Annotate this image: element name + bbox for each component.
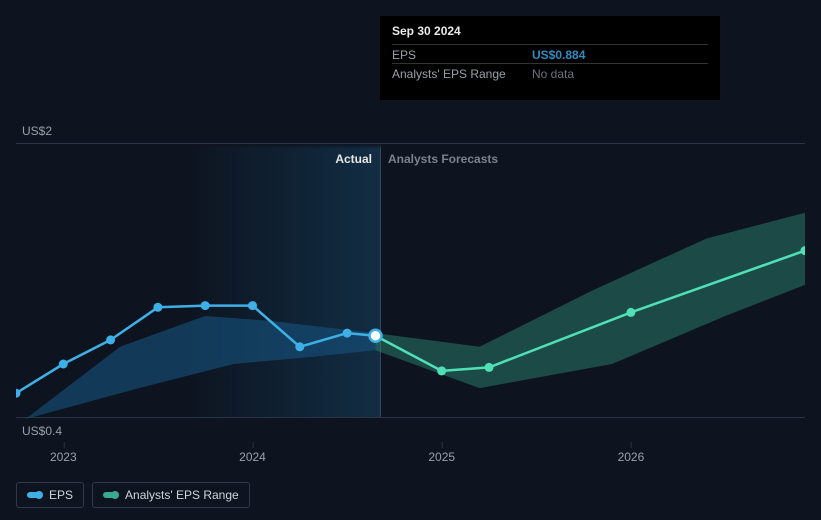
plot-area[interactable]: Actual Analysts Forecasts bbox=[16, 143, 805, 418]
x-tick: 2026 bbox=[618, 442, 645, 464]
legend: EPS Analysts' EPS Range bbox=[16, 482, 250, 508]
legend-swatch-icon bbox=[103, 492, 117, 498]
tooltip-row: EPSUS$0.884 bbox=[392, 44, 708, 63]
tooltip-value: No data bbox=[532, 67, 574, 81]
legend-swatch-icon bbox=[27, 492, 41, 498]
chart-tooltip: Sep 30 2024 EPSUS$0.884Analysts' EPS Ran… bbox=[380, 16, 720, 100]
tooltip-key: EPS bbox=[392, 48, 532, 62]
x-tick: 2025 bbox=[428, 442, 455, 464]
tooltip-value: US$0.884 bbox=[532, 48, 585, 62]
tooltip-row: Analysts' EPS RangeNo data bbox=[392, 63, 708, 82]
tooltip-date: Sep 30 2024 bbox=[392, 24, 708, 38]
y-axis-label-bottom: US$0.4 bbox=[22, 424, 62, 438]
x-tick: 2023 bbox=[50, 442, 77, 464]
legend-item-eps[interactable]: EPS bbox=[16, 482, 84, 508]
tooltip-key: Analysts' EPS Range bbox=[392, 67, 532, 81]
y-axis-label-top: US$2 bbox=[22, 124, 52, 138]
legend-item-analysts-range[interactable]: Analysts' EPS Range bbox=[92, 482, 250, 508]
eps-forecast-chart: Sep 30 2024 EPSUS$0.884Analysts' EPS Ran… bbox=[0, 0, 821, 520]
x-axis: 2023 2024 2025 2026 bbox=[16, 442, 805, 462]
legend-label: EPS bbox=[49, 488, 73, 502]
chart-svg bbox=[16, 144, 805, 419]
legend-label: Analysts' EPS Range bbox=[125, 488, 239, 502]
x-tick: 2024 bbox=[239, 442, 266, 464]
